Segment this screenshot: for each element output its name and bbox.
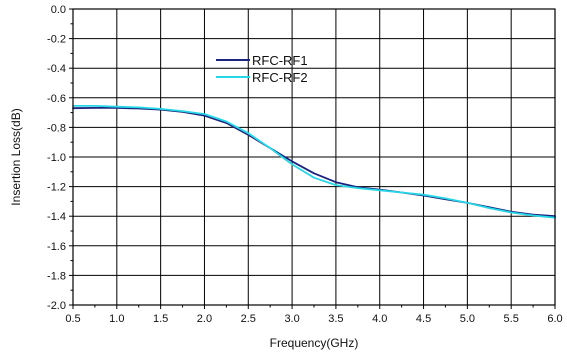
x-tick-label: 2.5	[241, 313, 256, 325]
y-tick-label: -0.4	[47, 63, 66, 75]
x-tick-label: 5.5	[504, 313, 519, 325]
y-tick-label: -1.4	[47, 211, 66, 223]
x-tick-label: 1.5	[153, 313, 168, 325]
y-tick-label: 0.0	[51, 4, 66, 16]
legend-label-rfc-rf2: RFC-RF2	[252, 70, 308, 85]
y-tick-label: -1.8	[47, 270, 66, 282]
y-tick-label: -1.0	[47, 152, 66, 164]
x-tick-label: 3.0	[284, 313, 299, 325]
x-tick-label: 2.0	[197, 313, 212, 325]
x-tick-label: 0.5	[65, 313, 80, 325]
y-tick-label: -2.0	[47, 300, 66, 312]
legend-label-rfc-rf1: RFC-RF1	[252, 53, 308, 68]
grid-lines	[72, 8, 556, 306]
y-tick-label: -1.6	[47, 241, 66, 253]
x-tick-label: 4.5	[416, 313, 431, 325]
series-layer	[72, 105, 556, 219]
y-tick-label: -0.6	[47, 93, 66, 105]
legend: RFC-RF1 RFC-RF2	[216, 53, 308, 85]
y-tick-label: -0.2	[47, 34, 66, 46]
y-axis: 0.0 -0.2 -0.4 -0.6 -0.8 -1.0 -1.2 -1.4 -1.6 -1.8 -…	[47, 4, 73, 312]
y-tick-label: -1.2	[47, 182, 66, 194]
x-tick-label: 6.0	[547, 313, 562, 325]
series-line-rfc-rf2	[72, 105, 556, 219]
y-axis-label: Insertion Loss(dB)	[9, 108, 23, 205]
series-line-rfc-rf1	[72, 107, 556, 218]
x-tick-label: 4.0	[372, 313, 387, 325]
x-axis-label: Frequency(GHz)	[270, 336, 359, 350]
x-axis: 0.5 1.0 1.5 2.0 2.5 3.0 3.5 4.0 4.5 5.0 5.5 6.0	[65, 305, 563, 325]
x-tick-label: 1.0	[109, 313, 124, 325]
y-tick-label: -0.8	[47, 122, 66, 134]
x-tick-label: 3.5	[328, 313, 343, 325]
x-tick-label: 5.0	[460, 313, 475, 325]
